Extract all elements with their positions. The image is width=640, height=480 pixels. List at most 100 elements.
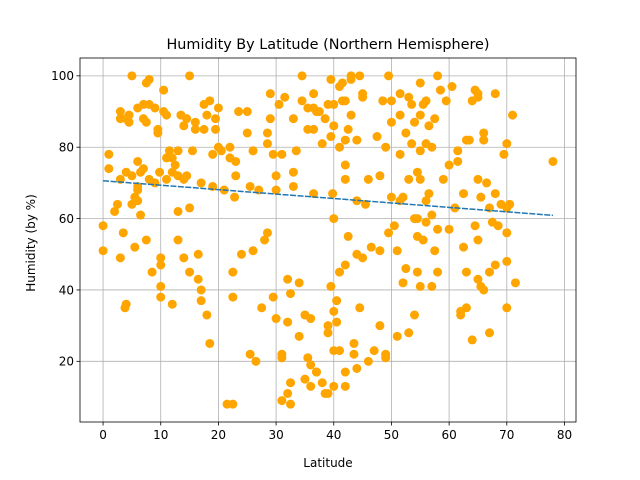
data-point xyxy=(156,253,166,263)
data-point xyxy=(404,328,414,338)
data-point xyxy=(473,92,483,102)
data-point xyxy=(260,235,270,245)
data-point xyxy=(268,292,278,302)
data-point xyxy=(317,378,327,388)
data-point xyxy=(283,388,293,398)
data-point xyxy=(150,103,160,113)
data-point xyxy=(291,146,301,156)
data-point xyxy=(130,242,140,252)
data-point xyxy=(479,135,489,145)
data-point xyxy=(329,381,339,391)
y-tick-label: 40 xyxy=(59,283,74,297)
data-point xyxy=(484,267,494,277)
data-point xyxy=(412,267,422,277)
data-point xyxy=(288,167,298,177)
data-point xyxy=(389,221,399,231)
data-point xyxy=(404,174,414,184)
x-tick-label: 10 xyxy=(153,428,168,442)
data-point xyxy=(358,92,368,102)
data-point xyxy=(490,89,500,99)
data-point xyxy=(234,107,244,117)
data-point xyxy=(133,185,143,195)
data-point xyxy=(459,242,469,252)
data-point xyxy=(182,171,192,181)
data-point xyxy=(230,192,240,202)
data-point xyxy=(444,160,454,170)
data-point xyxy=(424,121,434,131)
data-point xyxy=(453,156,463,166)
data-point xyxy=(407,99,417,109)
data-point xyxy=(190,124,200,134)
data-point xyxy=(277,353,287,363)
data-point xyxy=(340,160,350,170)
data-point xyxy=(381,142,391,152)
x-tick-label: 0 xyxy=(99,428,107,442)
x-tick-label: 40 xyxy=(326,428,341,442)
data-point xyxy=(303,353,313,363)
data-point xyxy=(343,231,353,241)
data-point xyxy=(392,331,402,341)
data-point xyxy=(395,110,405,120)
y-axis-ticks: 20 40 60 80 100 xyxy=(51,69,80,369)
data-point xyxy=(231,171,241,181)
data-point xyxy=(286,289,296,299)
data-point xyxy=(430,114,440,124)
data-point xyxy=(306,314,316,324)
data-point xyxy=(271,314,281,324)
data-point xyxy=(340,135,350,145)
data-point xyxy=(242,107,252,117)
data-point xyxy=(138,164,148,174)
data-point xyxy=(205,96,215,106)
data-point xyxy=(104,149,114,159)
data-point xyxy=(453,146,463,156)
data-point xyxy=(398,192,408,202)
data-points xyxy=(98,71,558,409)
data-point xyxy=(196,178,206,188)
data-point xyxy=(476,192,486,202)
data-point xyxy=(248,146,258,156)
data-point xyxy=(415,146,425,156)
data-point xyxy=(335,267,345,277)
data-point xyxy=(271,171,281,181)
data-point xyxy=(179,121,189,131)
data-point xyxy=(141,117,151,127)
data-point xyxy=(395,149,405,159)
data-point xyxy=(147,267,157,277)
data-point xyxy=(294,278,304,288)
y-tick-label: 80 xyxy=(59,141,74,155)
data-point xyxy=(262,228,272,238)
data-point xyxy=(242,128,252,138)
data-point xyxy=(369,346,379,356)
data-point xyxy=(288,114,298,124)
data-point xyxy=(136,210,146,220)
data-point xyxy=(156,260,166,270)
data-point xyxy=(112,199,122,209)
data-point xyxy=(283,274,293,284)
data-point xyxy=(375,246,385,256)
data-point xyxy=(441,96,451,106)
data-point xyxy=(288,181,298,191)
data-point xyxy=(366,242,376,252)
data-point xyxy=(300,374,310,384)
data-point xyxy=(375,171,385,181)
data-point xyxy=(340,367,350,377)
data-point xyxy=(381,353,391,363)
data-point xyxy=(317,139,327,149)
data-point xyxy=(470,221,480,231)
data-point xyxy=(372,132,382,142)
data-point xyxy=(294,331,304,341)
data-point xyxy=(141,235,151,245)
x-tick-label: 80 xyxy=(557,428,572,442)
data-point xyxy=(433,267,443,277)
data-point xyxy=(473,174,483,184)
data-point xyxy=(251,356,261,366)
data-point xyxy=(187,146,197,156)
data-point xyxy=(265,89,275,99)
data-point xyxy=(502,256,512,266)
data-point xyxy=(378,96,388,106)
data-point xyxy=(412,167,422,177)
data-point xyxy=(349,349,359,359)
data-point xyxy=(435,85,445,95)
x-axis-ticks: 0 10 20 30 40 50 60 70 80 xyxy=(99,422,572,442)
